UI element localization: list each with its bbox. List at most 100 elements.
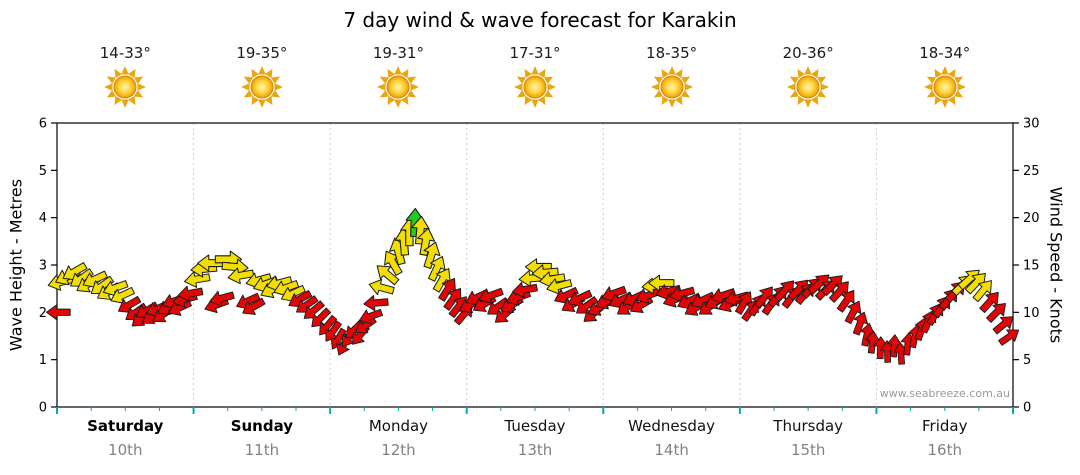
wind-arrow [45, 304, 71, 321]
wind-arrow [986, 302, 1006, 323]
wind-arrow [774, 280, 795, 302]
wind-arrow [655, 284, 682, 301]
wind-arrow [311, 307, 332, 328]
day-label: Wednesday [628, 417, 716, 435]
sun-icon [104, 66, 147, 108]
wind-arrow [110, 286, 135, 304]
left-axis-ticks: 0 1 2 3 4 5 6 [39, 117, 57, 416]
wind-arrow [325, 320, 342, 342]
sun-cell [467, 64, 604, 112]
wind-arrow [836, 290, 855, 313]
wind-arrow [184, 271, 211, 288]
left-axis-tick-label: 5 [39, 164, 47, 179]
temp-range-label: 19-35° [236, 44, 288, 62]
sun-icon [514, 66, 557, 108]
right-axis-tick-label: 30 [1023, 117, 1040, 132]
date-labels-row: 10th 11th 12th 13th 14th 15th 16th [57, 441, 1013, 459]
wind-arrow [478, 287, 504, 304]
wind-arrow [992, 316, 1014, 335]
sun-icon [787, 66, 830, 108]
day-label: Monday [368, 417, 429, 435]
temp-range-label: 14-33° [99, 44, 151, 62]
left-axis-tick-label: 0 [39, 401, 47, 416]
wind-arrow [859, 322, 875, 347]
wind-arrow [319, 314, 338, 336]
wind-arrow [844, 300, 862, 325]
wind-arrow [972, 280, 992, 303]
sun-cell [330, 64, 467, 112]
wind-arrow [669, 286, 696, 303]
day-separators [193, 123, 877, 407]
watermark: www.seabreeze.com.au [879, 387, 1010, 400]
left-axis-tick-label: 4 [39, 211, 47, 226]
wind-arrow [710, 288, 736, 304]
temp-range-label: 20-36° [782, 44, 834, 62]
wind-arrows [45, 207, 1020, 365]
sun-icon [377, 66, 420, 108]
wind-arrow [964, 272, 986, 295]
wind-arrow [423, 241, 441, 269]
wind-arrow [754, 286, 773, 309]
wind-arrow [873, 336, 888, 360]
temp-range-label: 19-31° [372, 44, 424, 62]
date-label: 10th [108, 441, 143, 459]
wind-arrow [546, 278, 573, 295]
wind-arrow [432, 268, 451, 293]
left-axis-tick-label: 1 [39, 353, 47, 368]
date-label: 15th [790, 441, 826, 459]
date-label: 14th [654, 441, 689, 459]
wind-arrow [828, 281, 849, 303]
right-axis-tick-label: 25 [1023, 164, 1040, 179]
weather-icons-row [57, 64, 1013, 112]
sun-cell [57, 64, 194, 112]
sun-cell [194, 64, 331, 112]
bottom-axis-ticks [56, 407, 1014, 414]
wind-arrow [852, 311, 869, 336]
day-label: Thursday [773, 417, 844, 435]
temp-range-label: 17-31° [509, 44, 561, 62]
wind-arrow [865, 330, 880, 354]
right-axis-tick-label: 0 [1023, 401, 1031, 416]
sun-cell [740, 64, 877, 112]
right-axis-tick-label: 10 [1023, 306, 1040, 321]
wind-arrow [102, 280, 129, 297]
sun-icon [923, 66, 966, 108]
date-label: 12th [381, 441, 416, 459]
sun-cell [876, 64, 1013, 112]
day-label: Friday [922, 417, 968, 435]
wind-arrow [821, 275, 843, 296]
sun-icon [240, 66, 283, 108]
wind-arrow [358, 308, 384, 325]
right-axis-tick-label: 15 [1023, 259, 1040, 274]
wind-arrow [363, 295, 389, 312]
sun-icon [650, 66, 693, 108]
left-axis-tick-label: 6 [39, 117, 47, 132]
wind-arrow [376, 265, 400, 286]
wind-arrow [209, 290, 235, 307]
left-axis-tick-label: 3 [39, 259, 47, 274]
day-label: Saturday [87, 417, 164, 435]
wind-arrow [886, 334, 902, 358]
day-labels-row: Saturday Sunday Monday Tuesday Wednesday Thur… [57, 417, 1013, 435]
temperature-row: 14-33° 19-35° 19-31° 17-31° 18-35° 20-36° 18-3… [57, 44, 1013, 62]
wind-arrow [438, 278, 456, 302]
day-label: Sunday [230, 417, 294, 435]
chart-title: 7 day wind & wave forecast for Karakin [343, 8, 737, 32]
sun-cell [603, 64, 740, 112]
wind-arrow [443, 288, 462, 311]
wind-arrow [554, 286, 579, 304]
date-label: 13th [517, 441, 553, 459]
day-label: Tuesday [504, 417, 566, 435]
wind-arrow [368, 279, 395, 296]
temp-range-label: 18-35° [646, 44, 698, 62]
wind-arrow [998, 329, 1020, 346]
wind-arrow [177, 285, 204, 302]
wind-arrow [979, 291, 999, 314]
wind-arrow [880, 340, 895, 363]
wind-arrow [227, 267, 255, 285]
wind-arrow [417, 227, 436, 256]
right-axis-tick-label: 20 [1023, 211, 1040, 226]
right-axis-tick-label: 5 [1023, 353, 1031, 368]
right-axis-ticks: 0 5 10 15 20 25 30 [1013, 117, 1040, 416]
